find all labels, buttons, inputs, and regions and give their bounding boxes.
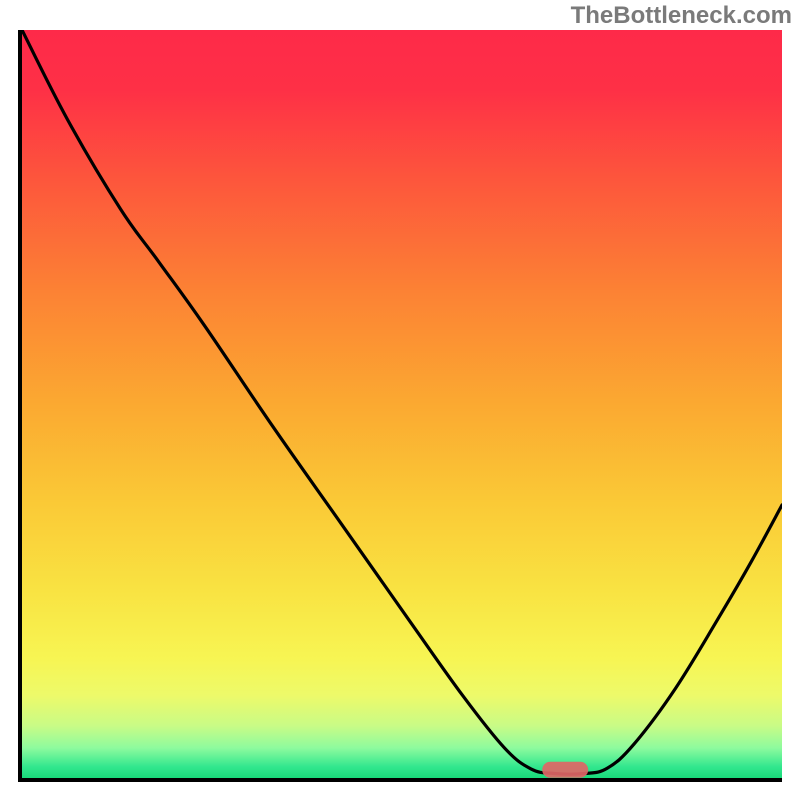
plot-area	[18, 30, 782, 782]
watermark-text: TheBottleneck.com	[571, 2, 792, 30]
optimum-marker	[543, 762, 589, 778]
bottleneck-curve	[22, 30, 782, 778]
bottleneck-chart: TheBottleneck.com	[0, 0, 800, 800]
